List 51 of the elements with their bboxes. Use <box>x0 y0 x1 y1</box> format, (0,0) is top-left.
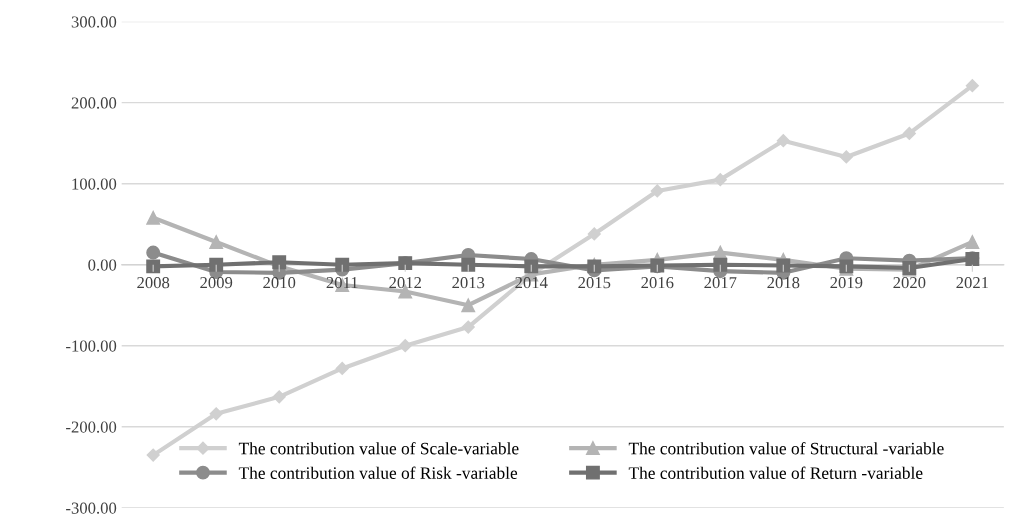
point <box>650 184 664 198</box>
y-tick-label: 200.00 <box>71 97 117 109</box>
point <box>209 407 223 421</box>
point <box>335 257 350 272</box>
legend-label: The contribution value of Return -variable <box>628 466 923 479</box>
point <box>209 257 224 272</box>
x-tick-label: 2013 <box>452 277 485 289</box>
point <box>965 79 979 93</box>
y-tick-label: -300.00 <box>66 502 117 514</box>
point <box>146 448 160 462</box>
y-tick-label: -200.00 <box>66 421 117 433</box>
x-tick-label: 2012 <box>389 277 421 289</box>
x-tick-label: 2018 <box>767 277 800 289</box>
point <box>965 235 980 249</box>
legend-label: The contribution value of Structural -variable <box>628 441 944 455</box>
point <box>146 210 161 225</box>
point <box>524 259 539 274</box>
x-tick-label: 2011 <box>326 277 358 289</box>
point <box>272 390 286 404</box>
point <box>776 134 790 148</box>
point <box>209 235 224 249</box>
x-tick-label: 2015 <box>578 277 611 289</box>
point <box>713 173 727 187</box>
legend-label: The contribution value of Risk -variable <box>238 466 518 479</box>
x-tick-label: 2008 <box>137 277 170 289</box>
y-tick-label: -100.00 <box>66 340 117 352</box>
point <box>713 257 728 272</box>
x-tick-label: 2016 <box>641 277 674 289</box>
point <box>902 126 916 141</box>
point <box>272 255 287 270</box>
x-tick-label: 2019 <box>830 277 863 289</box>
point <box>461 257 476 272</box>
point <box>461 298 476 313</box>
point <box>461 320 475 334</box>
x-tick-label: 2009 <box>200 277 233 289</box>
point <box>587 227 601 241</box>
y-tick-label: 100.00 <box>72 178 117 190</box>
point <box>839 150 853 164</box>
y-tick-label: 300.00 <box>71 16 117 28</box>
y-tick-label: 0.00 <box>88 259 117 271</box>
point <box>146 245 161 260</box>
point <box>335 361 349 376</box>
x-tick-label: 2010 <box>263 277 296 289</box>
legend-label: The contribution value of Scale-variable <box>238 441 519 455</box>
x-tick-label: 2014 <box>515 277 548 289</box>
point <box>776 258 791 273</box>
x-tick-label: 2021 <box>956 277 989 289</box>
x-tick-label: 2020 <box>893 277 926 289</box>
x-tick-label: 2017 <box>704 277 737 289</box>
point <box>146 259 161 274</box>
point <box>398 339 412 353</box>
